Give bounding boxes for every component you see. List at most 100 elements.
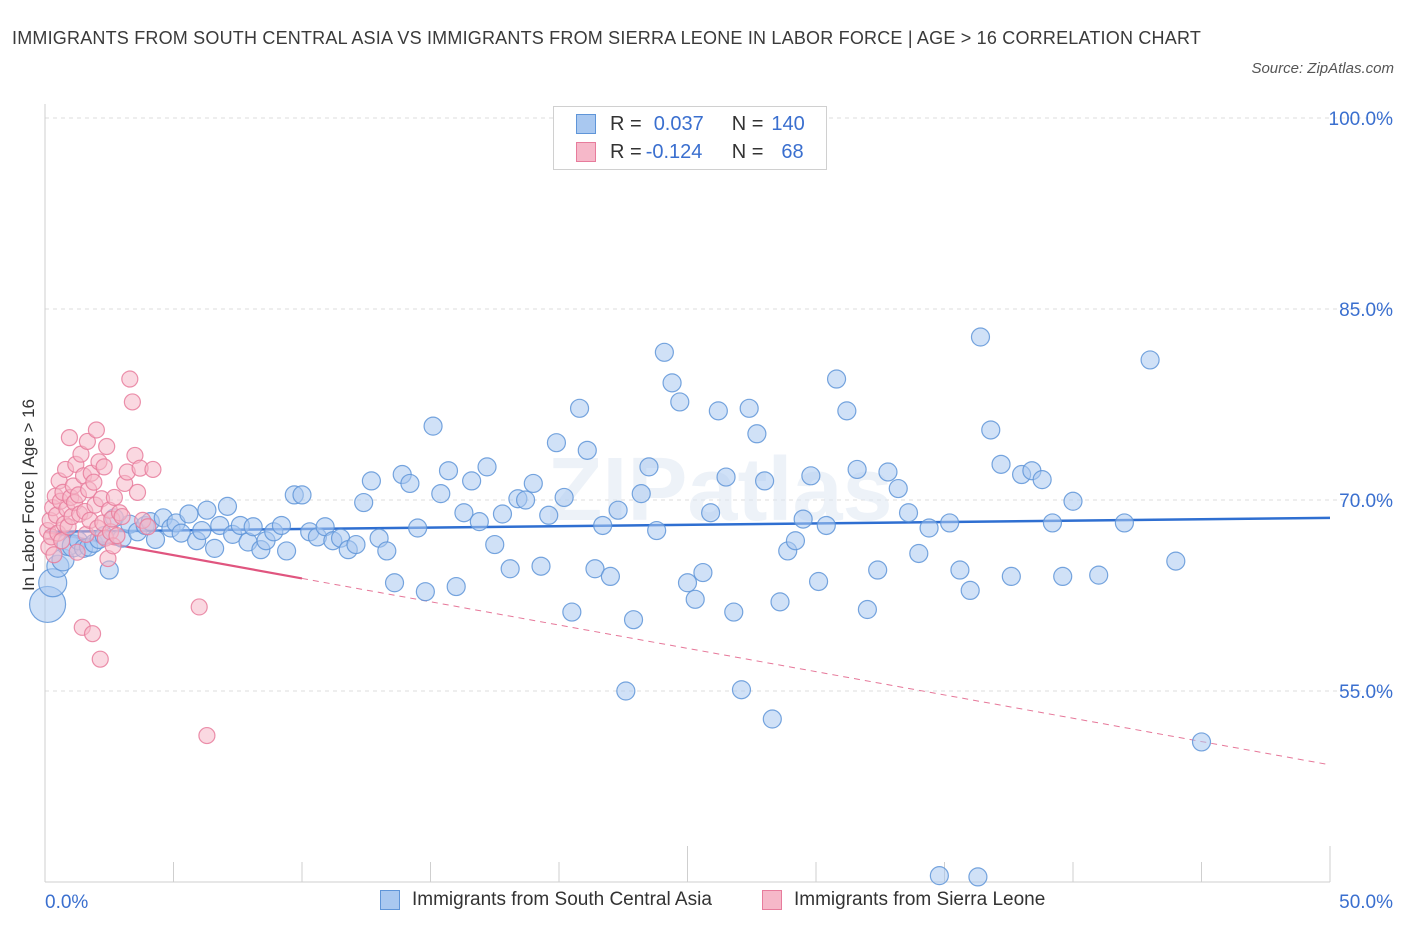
scatter-point-south-central-asia	[670, 392, 690, 412]
scatter-point-sierra-leone	[85, 473, 103, 491]
scatter-point-south-central-asia	[747, 424, 767, 444]
scatter-point-sierra-leone	[83, 625, 102, 643]
scatter-point-south-central-asia	[878, 462, 898, 482]
scatter-point-south-central-asia	[847, 459, 867, 480]
scatter-point-south-central-asia	[500, 559, 520, 579]
scatter-point-south-central-asia	[654, 342, 674, 362]
chart-title: IMMIGRANTS FROM SOUTH CENTRAL ASIA VS IM…	[12, 28, 1202, 48]
scatter-point-south-central-asia	[577, 440, 597, 460]
scatter-point-south-central-asia	[354, 492, 374, 513]
legend-n-label: N =	[731, 112, 764, 135]
scatter-point-south-central-asia	[276, 541, 297, 561]
scatter-point-sierra-leone	[78, 432, 97, 451]
scatter-point-sierra-leone	[68, 543, 86, 561]
scatter-point-south-central-asia	[724, 602, 744, 622]
scatter-point-sierra-leone	[53, 532, 71, 550]
y-tick-label: 70.0%	[1339, 491, 1393, 512]
scatter-point-south-central-asia	[243, 517, 263, 537]
scatter-point-south-central-asia	[197, 500, 217, 520]
axes	[44, 104, 1331, 883]
grid-lines	[45, 117, 1392, 692]
legend-r-value: -0.124	[645, 140, 703, 163]
series-swatch-pink	[762, 890, 782, 910]
scatter-point-south-central-asia	[271, 515, 292, 536]
scatter-point-south-central-asia	[546, 433, 567, 453]
scatter-point-sierra-leone	[190, 598, 208, 616]
scatter-point-south-central-asia	[554, 487, 574, 508]
legend-n-value: 68	[781, 140, 804, 163]
scatter-point-south-central-asia	[616, 681, 636, 701]
scatter-point-south-central-asia	[981, 420, 1001, 440]
scatter-point-south-central-asia	[919, 518, 939, 538]
series-legend-label: Immigrants from South Central Asia	[412, 889, 712, 910]
scatter-point-south-central-asia	[192, 520, 212, 541]
scatter-point-south-central-asia	[477, 457, 497, 477]
legend-row-blue: R = 0.037 N = 140	[576, 111, 805, 137]
scatter-point-south-central-asia	[793, 509, 813, 529]
scatter-point-south-central-asia	[950, 560, 970, 580]
scatter-point-south-central-asia	[346, 534, 366, 555]
scatter-point-sierra-leone	[128, 483, 147, 501]
x-tick-label: 50.0%	[1339, 892, 1393, 913]
scatter-point-sierra-leone	[113, 507, 131, 526]
scatter-point-south-central-asia	[608, 500, 628, 520]
y-tick-label: 55.0%	[1339, 682, 1393, 703]
legend-swatch-blue	[576, 114, 596, 134]
scatter-point-sierra-leone	[139, 518, 157, 536]
legend-n-label: N =	[731, 140, 764, 163]
scatter-point-south-central-asia	[716, 467, 736, 487]
scatter-point-south-central-asia	[217, 496, 238, 516]
scatter-point-south-central-asia	[408, 518, 428, 538]
scatter-point-sierra-leone	[98, 437, 116, 456]
scatter-point-south-central-asia	[593, 515, 613, 536]
scatter-point-south-central-asia	[585, 559, 605, 579]
scatter-point-south-central-asia	[562, 602, 582, 622]
scatter-point-south-central-asia	[739, 398, 759, 418]
scatter-point-south-central-asia	[361, 471, 381, 491]
legend: R = 0.037 N = 140 R = -0.124 N = 68	[553, 106, 827, 170]
scatter-point-sierra-leone	[144, 460, 162, 479]
y-tick-label: 100.0%	[1329, 109, 1394, 130]
scatter-point-south-central-asia	[1053, 566, 1073, 587]
scatter-point-sierra-leone	[91, 650, 109, 668]
scatter-point-south-central-asia	[647, 520, 667, 541]
scatter-point-south-central-asia	[1166, 551, 1186, 571]
scatter-point-south-central-asia	[623, 610, 644, 630]
scatter-point-south-central-asia	[662, 373, 682, 393]
scatter-point-south-central-asia	[454, 503, 474, 523]
series-swatch-blue	[380, 890, 400, 910]
trend-lines	[44, 516, 1331, 766]
trend-line-sierra-leone-dashed	[301, 577, 1331, 766]
scatter-point-south-central-asia	[1063, 491, 1083, 511]
scatter-point-south-central-asia	[837, 401, 857, 421]
scatter-point-south-central-asia	[940, 513, 960, 533]
series-legend: Immigrants from South Central Asia Immig…	[0, 889, 1406, 917]
scatter-point-south-central-asia	[600, 566, 621, 587]
scatter-point-sierra-leone	[45, 546, 63, 564]
scatter-point-south-central-asia	[423, 416, 443, 436]
scatter-point-south-central-asia	[857, 599, 878, 620]
scatter-point-south-central-asia	[968, 867, 988, 887]
scatter-point-sierra-leone	[123, 393, 141, 411]
scatter-point-south-central-asia	[179, 504, 199, 524]
legend-r-value: 0.037	[653, 112, 704, 135]
series-legend-item-blue[interactable]: Immigrants from South Central Asia	[380, 889, 712, 911]
y-axis-label: In Labor Force | Age > 16	[19, 399, 38, 591]
scatter-point-south-central-asia	[523, 473, 543, 494]
scatter-point-south-central-asia	[1042, 513, 1063, 533]
scatter-point-sierra-leone	[108, 527, 126, 545]
scatter-point-south-central-asia	[970, 327, 991, 347]
legend-r-label: R =	[610, 140, 642, 163]
scatter-point-south-central-asia	[1001, 566, 1021, 587]
scatter-point-south-central-asia	[816, 515, 836, 536]
scatter-point-south-central-asia	[677, 573, 698, 593]
scatter-point-sierra-leone	[60, 429, 79, 447]
scatter-point-south-central-asia	[485, 534, 505, 555]
scatter-point-south-central-asia	[539, 505, 559, 525]
series-legend-item-pink[interactable]: Immigrants from Sierra Leone	[762, 889, 1045, 911]
scatter-point-south-central-asia	[685, 589, 705, 609]
scatter-point-south-central-asia	[801, 466, 821, 486]
scatter-point-south-central-asia	[888, 478, 908, 499]
scatter-point-south-central-asia	[492, 504, 513, 524]
